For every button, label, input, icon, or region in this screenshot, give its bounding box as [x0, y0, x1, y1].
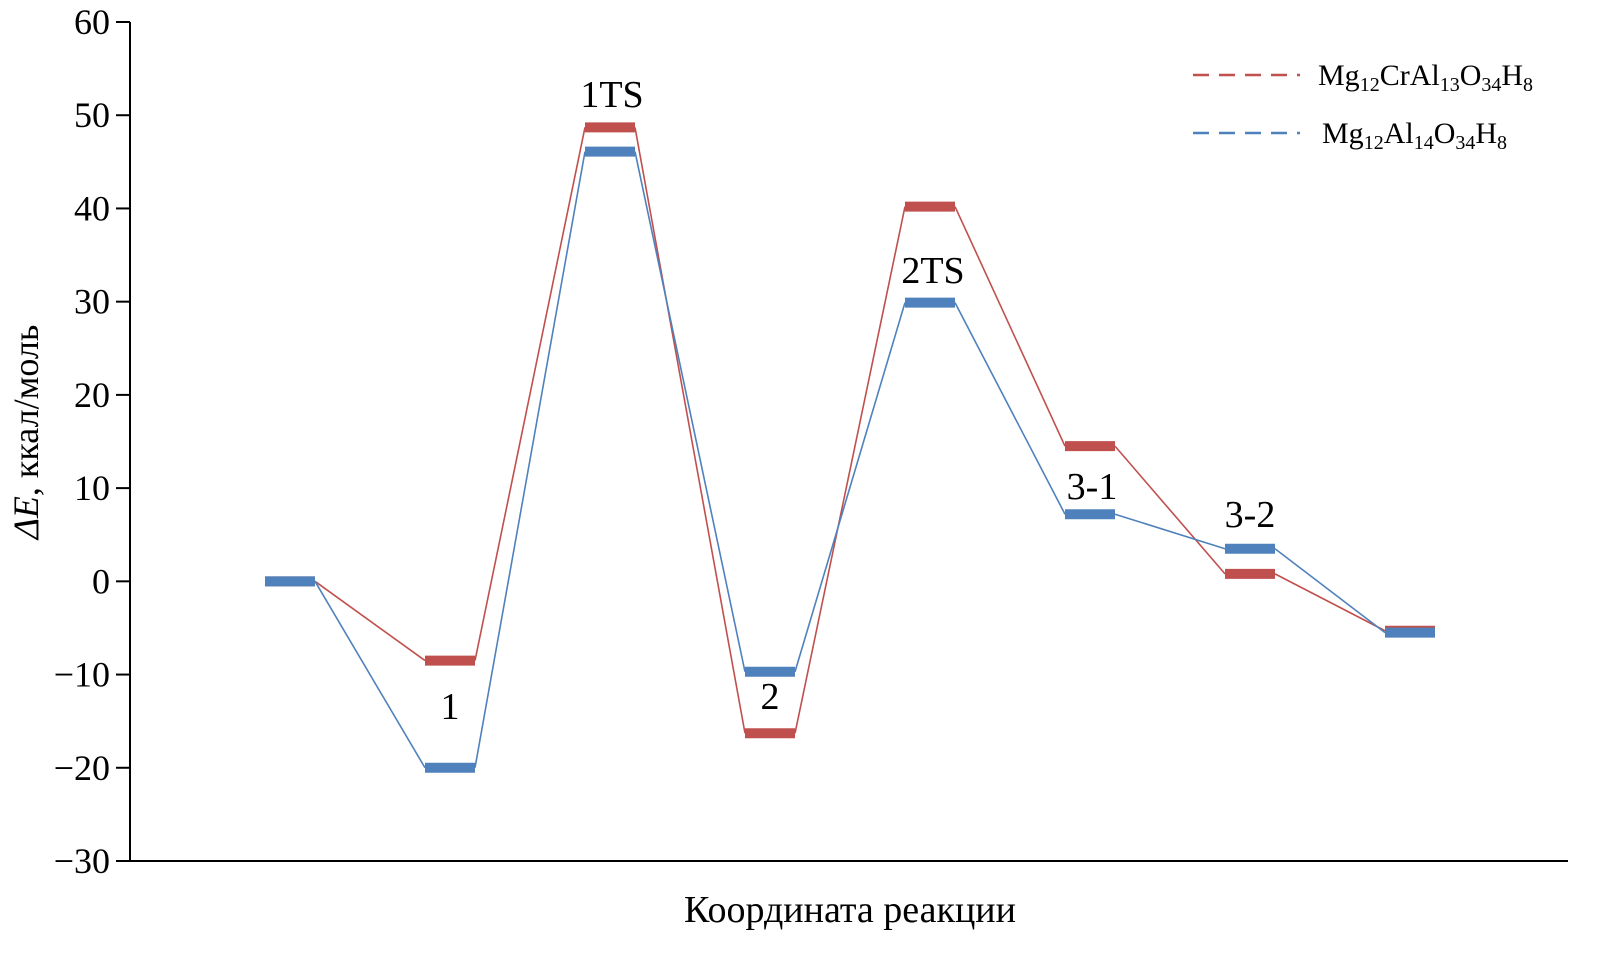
connector-line: [1114, 445, 1226, 575]
legend: Mg12CrAl13O34H8 Mg12Al14O34H8: [1193, 59, 1533, 154]
series-lines: [314, 127, 1386, 769]
y-tick-label: 0: [92, 561, 110, 601]
connector-line: [954, 206, 1066, 447]
y-tick-label: 50: [74, 95, 110, 135]
y-tick-label: 60: [74, 2, 110, 42]
state-label: 3-2: [1225, 494, 1276, 536]
y-tick-label: −30: [54, 841, 110, 881]
y-tick-label: −20: [54, 748, 110, 788]
state-label: 2TS: [901, 250, 964, 292]
legend-label: Mg12CrAl13O34H8: [1318, 59, 1533, 96]
state-labels: 1 1TS 2 2TS 3-1 3-2: [441, 74, 1276, 728]
state-label: 3-1: [1067, 466, 1118, 508]
connector-line: [474, 151, 586, 768]
energy-levels: [265, 122, 1435, 773]
connector-line: [1274, 548, 1386, 634]
state-label: 1TS: [580, 74, 643, 116]
state-label: 2: [761, 676, 780, 718]
connector-line: [634, 127, 746, 734]
connector-line: [954, 302, 1066, 515]
state-label: 1: [441, 686, 460, 728]
y-tick-label: 10: [74, 468, 110, 508]
y-tick-label: −10: [54, 655, 110, 695]
connector-line: [314, 580, 426, 662]
legend-label: Mg12Al14O34H8: [1322, 117, 1507, 154]
y-tick-label: 40: [74, 188, 110, 228]
connector-line: [634, 151, 746, 672]
y-tick-label: 20: [74, 375, 110, 415]
connector-line: [1274, 573, 1386, 632]
connector-line: [794, 302, 906, 672]
connector-line: [474, 127, 586, 661]
connector-line: [1114, 513, 1226, 550]
connector-line: [314, 580, 426, 769]
axes: 60 50 40 30 20 10 0 −10 −20 −30: [54, 2, 1568, 881]
x-axis-label: Координата реакции: [684, 889, 1016, 931]
y-axis-label: ΔE, ккал/моль: [6, 325, 46, 542]
connector-line: [794, 206, 906, 734]
y-tick-label: 30: [74, 282, 110, 322]
